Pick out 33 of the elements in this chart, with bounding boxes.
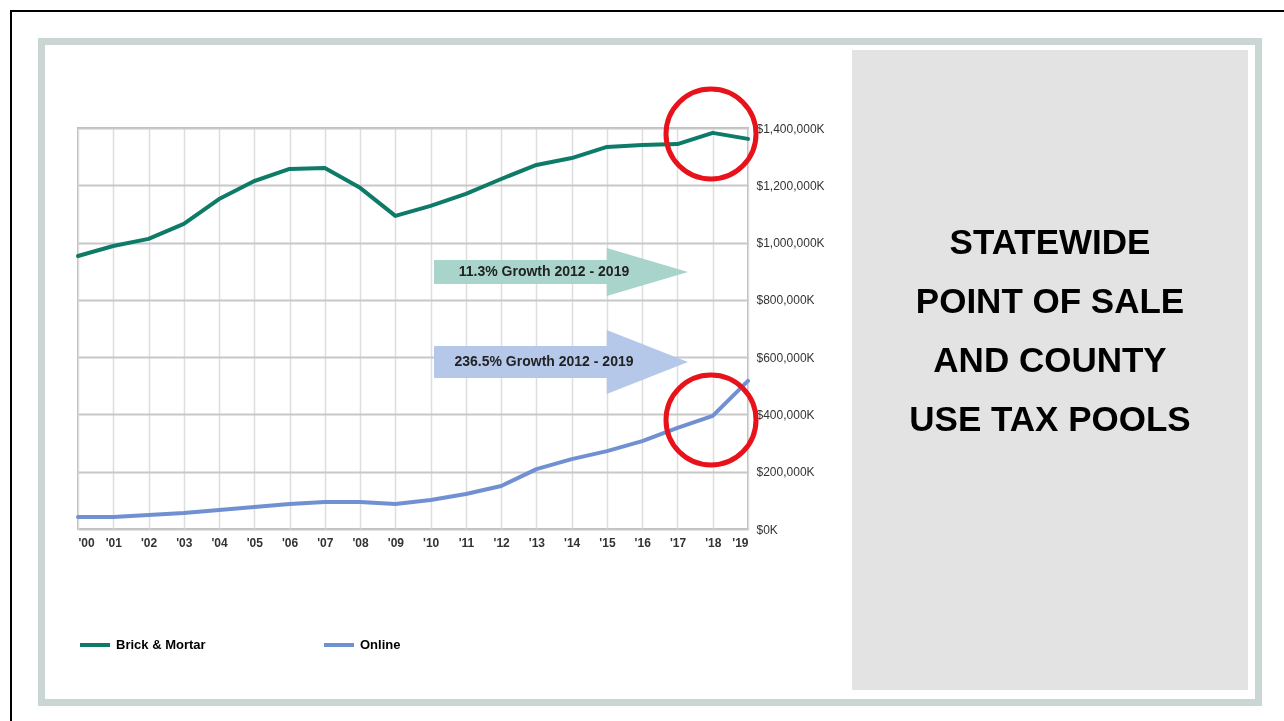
x-tick-label: '11 <box>458 535 475 550</box>
x-tick-label: '07 <box>317 535 334 550</box>
y-tick-label: $600,000K <box>756 350 815 365</box>
text: STATEWIDE POINT OF SALE AND COUNTY USE TAX POOLS <box>908 221 1192 440</box>
x-tick-label: '14 <box>564 535 581 550</box>
annotation: 11.3% Growth 2012 - 2019 <box>457 263 631 279</box>
x-tick-label: '02 <box>140 535 158 550</box>
x-tick-label: '00 <box>78 535 96 550</box>
x-tick-label: '18 <box>705 535 722 550</box>
x-tick-label: '10 <box>423 535 440 550</box>
legend-label: Online <box>360 637 401 652</box>
y-tick-label: $1,000,000K <box>756 236 825 251</box>
x-tick-label: '04 <box>211 535 228 550</box>
x-tick-label: '16 <box>634 535 652 550</box>
x-tick-label: '19 <box>732 535 749 550</box>
x-tick-label: '15 <box>599 535 616 550</box>
x-tick-label: '06 <box>281 535 299 550</box>
legend-label: Brick & Mortar <box>116 637 206 652</box>
x-tick-label: '09 <box>387 535 405 550</box>
x-tick-label: '03 <box>176 535 193 550</box>
x-tick-label: '17 <box>669 535 687 550</box>
x-tick-label: '01 <box>105 535 123 550</box>
y-tick-label: $800,000K <box>756 293 815 308</box>
x-tick-label: '13 <box>528 535 546 550</box>
y-tick-label: $200,000K <box>756 465 815 480</box>
y-tick-label: $1,200,000K <box>756 178 825 193</box>
x-tick-label: '12 <box>493 535 511 550</box>
x-tick-label: '05 <box>246 535 264 550</box>
line-series <box>76 130 750 259</box>
line-series <box>76 378 750 519</box>
y-tick-label: $0K <box>756 522 778 537</box>
x-tick-label: '08 <box>352 535 370 550</box>
annotation: 236.5% Growth 2012 - 2019 <box>453 353 635 369</box>
